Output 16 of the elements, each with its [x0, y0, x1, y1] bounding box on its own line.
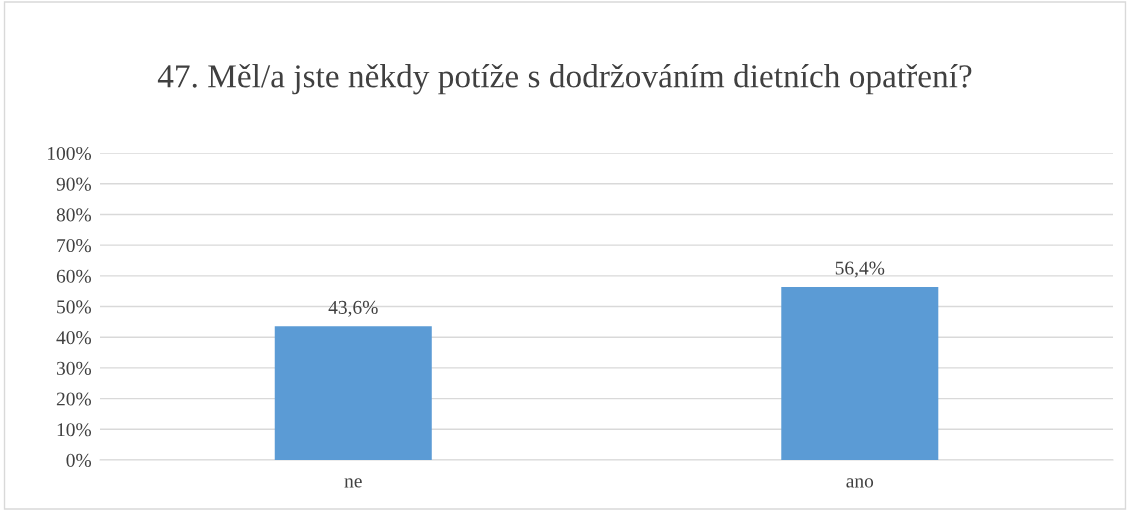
chart-title: 47. Měl/a jste někdy potíže s dodržováním dietních opatření? — [157, 64, 972, 95]
y-tick-label: 30% — [56, 361, 92, 375]
y-tick-label: 80% — [56, 208, 92, 222]
y-tick-label: 40% — [56, 331, 92, 345]
data-label: 43,6% — [328, 300, 378, 317]
x-tick-label: ano — [846, 478, 874, 488]
y-tick-label: 70% — [57, 238, 92, 253]
x-tick-label: ne — [344, 478, 362, 488]
y-tick-label: 50% — [57, 300, 92, 314]
y-tick-label: 20% — [56, 392, 92, 406]
y-tick-label: 0% — [66, 453, 92, 467]
y-tick-label: 100% — [48, 146, 92, 161]
y-tick-label: 10% — [57, 423, 92, 437]
data-label: 56,4% — [835, 261, 885, 278]
y-tick-label: 60% — [56, 269, 92, 283]
y-tick-label: 90% — [56, 177, 92, 191]
